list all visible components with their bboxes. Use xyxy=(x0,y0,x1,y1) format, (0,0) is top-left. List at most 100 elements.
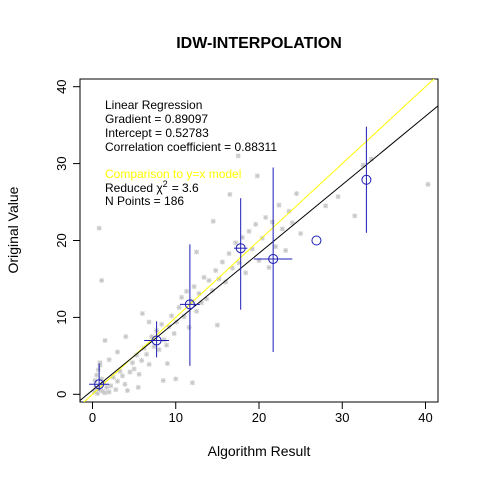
scatter-point xyxy=(129,360,135,366)
scatter-point xyxy=(266,264,272,270)
reduced-chi-text: Reduced χ2 = 3.6 xyxy=(105,179,199,195)
gradient-text: Gradient = 0.89097 xyxy=(105,112,208,126)
scatter-point xyxy=(164,342,170,348)
scatter-point xyxy=(94,391,100,397)
scatter-point xyxy=(144,351,150,357)
scatter-point xyxy=(279,226,285,232)
x-tick-label: 10 xyxy=(169,410,183,425)
scatter-point xyxy=(276,202,282,208)
binned-point xyxy=(144,321,170,358)
scatter-point xyxy=(194,308,200,314)
x-axis: 0 10 20 30 40 xyxy=(89,401,433,425)
regression-annotation: Linear Regression Gradient = 0.89097 Int… xyxy=(105,98,277,208)
scatter-point xyxy=(186,324,192,330)
scatter-point xyxy=(246,228,252,234)
scatter-point xyxy=(360,162,366,168)
scatter-point xyxy=(206,277,212,283)
scatter-point xyxy=(184,288,190,294)
scatter-point xyxy=(335,194,341,200)
scatter-point xyxy=(226,251,232,257)
binned-points-layer xyxy=(89,126,372,391)
identity-line xyxy=(83,79,435,402)
scatter-point xyxy=(254,173,260,179)
regression-line xyxy=(80,105,438,401)
scatter-point xyxy=(102,390,108,396)
scatter-point xyxy=(189,380,195,386)
scatter-point xyxy=(293,191,299,197)
scatter-point xyxy=(127,369,133,375)
scatter-point xyxy=(106,357,112,363)
scatter-point xyxy=(164,361,170,367)
scatter-point xyxy=(243,270,249,276)
scatter-point xyxy=(194,249,200,255)
scatter-point xyxy=(99,277,105,283)
reduced-chi-prefix: Reduced χ xyxy=(105,181,163,195)
scatter-point xyxy=(96,225,102,231)
binned-point xyxy=(179,244,200,366)
binned-point xyxy=(311,235,322,246)
scatter-point xyxy=(102,337,108,343)
y-axis: 0 10 20 30 40 xyxy=(54,79,81,398)
reduced-chi-exponent: 2 xyxy=(163,179,168,189)
y-axis-label: Original Value xyxy=(5,186,21,273)
scatter-point xyxy=(97,362,103,368)
scatter-point xyxy=(146,361,152,367)
scatter-point xyxy=(169,313,175,319)
scatter-point xyxy=(201,274,207,280)
scatter-point xyxy=(219,259,225,265)
binned-point xyxy=(89,363,110,391)
scatter-point xyxy=(191,284,197,290)
comparison-text: Comparison to y=x model xyxy=(105,167,241,181)
scatter-point xyxy=(159,321,165,327)
y-tick-label: 0 xyxy=(54,391,69,398)
intercept-text: Intercept = 0.52783 xyxy=(105,126,209,140)
scatter-point xyxy=(114,378,120,384)
scatter-point xyxy=(156,347,162,353)
scatter-point xyxy=(263,214,269,220)
scatter-point xyxy=(131,366,137,372)
scatter-point xyxy=(160,377,166,383)
scatter-point xyxy=(161,337,167,343)
scatter-point xyxy=(210,218,216,224)
lines-layer xyxy=(80,79,438,402)
x-tick-label: 30 xyxy=(335,410,349,425)
scatter-point xyxy=(425,181,431,187)
scatter-layer xyxy=(91,153,431,397)
scatter-point xyxy=(114,349,120,355)
x-tick-label: 40 xyxy=(418,410,432,425)
scatter-point xyxy=(146,319,152,325)
scatter-point xyxy=(352,213,358,219)
scatter-point xyxy=(323,203,329,209)
scatter-point xyxy=(139,357,145,363)
y-tick-label: 20 xyxy=(54,233,69,247)
scatter-point xyxy=(171,331,177,337)
scatter-point xyxy=(213,267,219,273)
scatter-point xyxy=(95,367,101,373)
scatter-point xyxy=(174,319,180,325)
scatter-point xyxy=(269,219,275,225)
binned-point xyxy=(361,126,372,233)
n-points-text: N Points = 186 xyxy=(105,194,184,208)
scatter-point xyxy=(235,153,241,159)
y-tick-label: 10 xyxy=(54,310,69,324)
x-tick-label: 0 xyxy=(89,410,96,425)
reduced-chi-value: = 3.6 xyxy=(172,181,199,195)
scatter-point xyxy=(119,373,125,379)
scatter-point xyxy=(173,376,179,382)
scatter-point xyxy=(214,322,220,328)
scatter-point xyxy=(135,384,141,390)
scatter-point xyxy=(179,294,185,300)
binned-point xyxy=(234,198,248,310)
scatter-point xyxy=(139,311,145,317)
correlation-text: Correlation coefficient = 0.88311 xyxy=(105,140,277,154)
chart-title: IDW-INTERPOLATION xyxy=(176,35,342,52)
scatter-point xyxy=(176,304,182,310)
scatter-point xyxy=(227,191,233,197)
scatter-point xyxy=(108,383,114,389)
scatter-point xyxy=(253,221,259,227)
scatter-point xyxy=(136,371,142,377)
binned-point xyxy=(254,167,293,353)
scatter-point xyxy=(283,247,289,253)
scatter-point xyxy=(124,387,130,393)
